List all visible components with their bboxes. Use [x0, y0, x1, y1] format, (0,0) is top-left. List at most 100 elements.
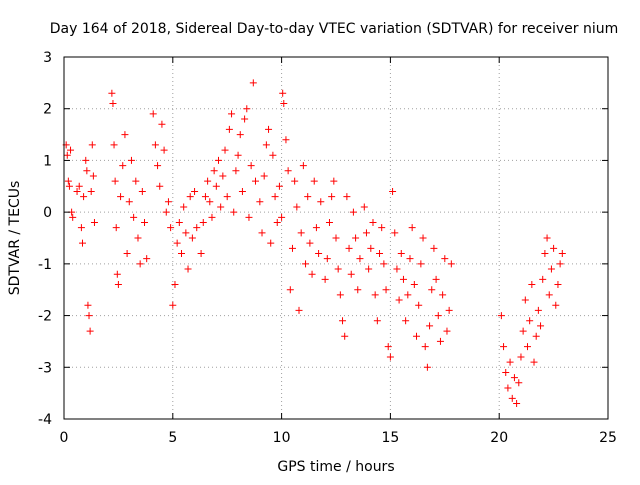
data-point	[212, 182, 220, 190]
data-point	[188, 234, 196, 242]
data-point	[299, 162, 307, 170]
x-tick-label: 0	[60, 430, 69, 446]
data-point	[191, 187, 199, 195]
y-axis-title: SDTVAR / TECUs	[7, 181, 23, 296]
data-point	[547, 265, 555, 273]
data-point	[117, 193, 125, 201]
data-point	[171, 281, 179, 289]
data-point	[278, 213, 286, 221]
data-point	[271, 193, 279, 201]
y-tick-labels: -4 -3 -2 -1 0 1 2 3	[38, 50, 52, 428]
data-point	[273, 218, 281, 226]
data-point	[539, 275, 547, 283]
data-point	[158, 120, 166, 128]
data-point	[426, 322, 434, 330]
data-points	[62, 79, 566, 407]
data-point	[87, 187, 95, 195]
data-point	[306, 239, 314, 247]
data-point	[352, 234, 360, 242]
data-point	[293, 203, 301, 211]
data-point	[515, 379, 523, 387]
data-point	[297, 229, 305, 237]
data-point	[182, 229, 190, 237]
data-point	[256, 198, 264, 206]
data-point	[225, 125, 233, 133]
data-point	[134, 234, 142, 242]
data-point	[428, 286, 436, 294]
data-point	[130, 213, 138, 221]
data-point	[443, 327, 451, 335]
data-point	[236, 131, 244, 139]
data-point	[558, 250, 566, 258]
data-point	[295, 306, 303, 314]
data-point	[376, 250, 384, 258]
data-point	[545, 291, 553, 299]
data-point	[391, 229, 399, 237]
data-point	[197, 250, 205, 258]
data-point	[419, 234, 427, 242]
data-point	[537, 322, 545, 330]
data-point	[413, 332, 421, 340]
data-point	[262, 141, 270, 149]
data-point	[417, 260, 425, 268]
data-point	[280, 100, 288, 108]
data-point	[349, 208, 357, 216]
data-point	[393, 265, 401, 273]
data-point	[310, 177, 318, 185]
data-point	[399, 275, 407, 283]
data-point	[402, 317, 410, 325]
data-point	[432, 275, 440, 283]
data-point	[260, 172, 268, 180]
data-point	[141, 218, 149, 226]
data-point	[83, 167, 91, 175]
data-point	[395, 296, 403, 304]
data-point	[123, 250, 131, 258]
data-point	[406, 255, 414, 263]
x-axis-title: GPS time / hours	[277, 459, 394, 475]
y-tick-label: -2	[38, 309, 52, 325]
data-point	[291, 177, 299, 185]
data-point	[84, 301, 92, 309]
data-point	[504, 384, 512, 392]
data-point	[175, 218, 183, 226]
data-point	[73, 187, 81, 195]
data-point	[304, 193, 312, 201]
data-point	[550, 244, 558, 252]
data-point	[519, 327, 527, 335]
y-tick-label: 3	[43, 50, 52, 66]
data-point	[367, 244, 375, 252]
data-point	[317, 198, 325, 206]
data-point	[556, 260, 564, 268]
data-point	[169, 301, 177, 309]
data-point	[184, 265, 192, 273]
data-point	[89, 172, 97, 180]
data-point	[369, 218, 377, 226]
data-point	[552, 301, 560, 309]
data-point	[508, 394, 516, 402]
data-point	[143, 255, 151, 263]
data-point	[136, 260, 144, 268]
data-point	[64, 177, 72, 185]
data-point	[354, 286, 362, 294]
data-point	[234, 151, 242, 159]
data-point	[386, 353, 394, 361]
x-tick-label: 10	[273, 430, 291, 446]
grid	[64, 57, 608, 419]
data-point	[315, 250, 323, 258]
data-point	[541, 250, 549, 258]
data-point	[151, 141, 159, 149]
data-point	[214, 156, 222, 164]
data-point	[339, 317, 347, 325]
data-point	[121, 131, 129, 139]
data-point	[328, 193, 336, 201]
data-point	[206, 198, 214, 206]
y-tick-label: -4	[38, 412, 52, 428]
data-point	[210, 167, 218, 175]
data-point	[113, 270, 121, 278]
data-point	[447, 260, 455, 268]
data-point	[528, 281, 536, 289]
data-point	[219, 172, 227, 180]
data-point	[132, 177, 140, 185]
data-point	[288, 244, 296, 252]
